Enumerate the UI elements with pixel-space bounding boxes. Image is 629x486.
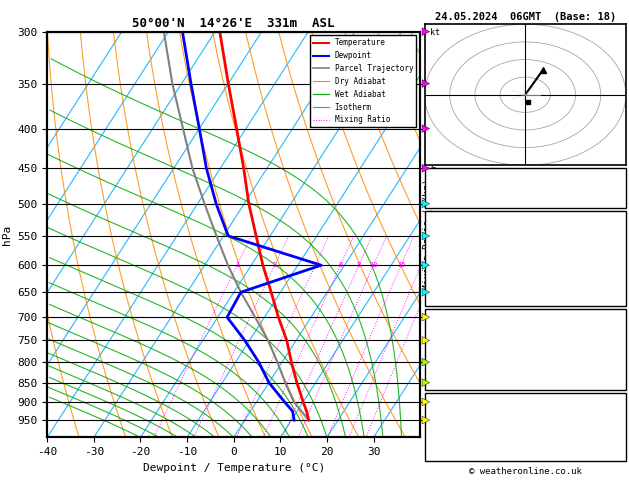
Text: 0: 0 <box>617 281 623 291</box>
Text: 171°: 171° <box>599 435 623 445</box>
Text: 4: 4 <box>313 262 318 268</box>
Text: Pressure (mb): Pressure (mb) <box>428 324 504 334</box>
Text: Most Unstable: Most Unstable <box>487 311 564 320</box>
Text: 17: 17 <box>611 365 623 375</box>
Text: 1: 1 <box>235 262 239 268</box>
Text: 950: 950 <box>605 324 623 334</box>
Text: Totals Totals: Totals Totals <box>428 183 504 193</box>
Text: 4: 4 <box>617 267 623 277</box>
Text: Surface: Surface <box>504 213 546 223</box>
Text: SREH: SREH <box>428 422 451 432</box>
Text: 18: 18 <box>611 379 623 388</box>
Text: StmDir: StmDir <box>428 435 463 445</box>
Text: 1: 1 <box>617 351 623 361</box>
Text: CIN (J): CIN (J) <box>428 379 469 388</box>
Text: 311: 311 <box>605 254 623 263</box>
Text: 7: 7 <box>617 449 623 459</box>
Text: 315: 315 <box>605 338 623 347</box>
Text: 15: 15 <box>397 262 405 268</box>
Text: 10.6: 10.6 <box>599 240 623 250</box>
X-axis label: Dewpoint / Temperature (°C): Dewpoint / Temperature (°C) <box>143 463 325 473</box>
Text: 48: 48 <box>611 183 623 193</box>
Text: Temp (°C): Temp (°C) <box>428 226 481 236</box>
Text: 1.93: 1.93 <box>599 197 623 207</box>
Text: Lifted Index: Lifted Index <box>428 267 498 277</box>
Y-axis label: hPa: hPa <box>2 225 12 244</box>
Text: 2: 2 <box>272 262 277 268</box>
Text: 13.7: 13.7 <box>599 226 623 236</box>
Text: PW (cm): PW (cm) <box>428 197 469 207</box>
Legend: Temperature, Dewpoint, Parcel Trajectory, Dry Adiabat, Wet Adiabat, Isotherm, Mi: Temperature, Dewpoint, Parcel Trajectory… <box>310 35 416 127</box>
Text: Lifted Index: Lifted Index <box>428 351 498 361</box>
Text: Mixing Ratio (g/kg): Mixing Ratio (g/kg) <box>423 179 433 290</box>
Title: 50°00'N  14°26'E  331m  ASL: 50°00'N 14°26'E 331m ASL <box>133 17 335 31</box>
Text: CAPE (J): CAPE (J) <box>428 365 475 375</box>
Text: StmSpd (kt): StmSpd (kt) <box>428 449 493 459</box>
Text: K: K <box>428 170 433 179</box>
Text: CAPE (J): CAPE (J) <box>428 281 475 291</box>
Text: 15: 15 <box>611 422 623 432</box>
Text: 0: 0 <box>617 295 623 304</box>
Text: EH: EH <box>428 408 440 418</box>
Text: 6: 6 <box>338 262 343 268</box>
Text: 21: 21 <box>611 170 623 179</box>
Text: 8: 8 <box>357 262 361 268</box>
Text: Dewp (°C): Dewp (°C) <box>428 240 481 250</box>
Text: kt: kt <box>430 28 440 37</box>
Text: 10: 10 <box>369 262 378 268</box>
Text: CIN (J): CIN (J) <box>428 295 469 304</box>
Text: Hodograph: Hodograph <box>499 395 552 404</box>
Text: θₑ (K): θₑ (K) <box>428 338 463 347</box>
Text: 24.05.2024  06GMT  (Base: 18): 24.05.2024 06GMT (Base: 18) <box>435 12 616 22</box>
Text: θₑ(K): θₑ(K) <box>428 254 457 263</box>
Text: © weatheronline.co.uk: © weatheronline.co.uk <box>469 467 582 476</box>
Y-axis label: km
ASL: km ASL <box>453 226 475 243</box>
Text: 18: 18 <box>611 408 623 418</box>
